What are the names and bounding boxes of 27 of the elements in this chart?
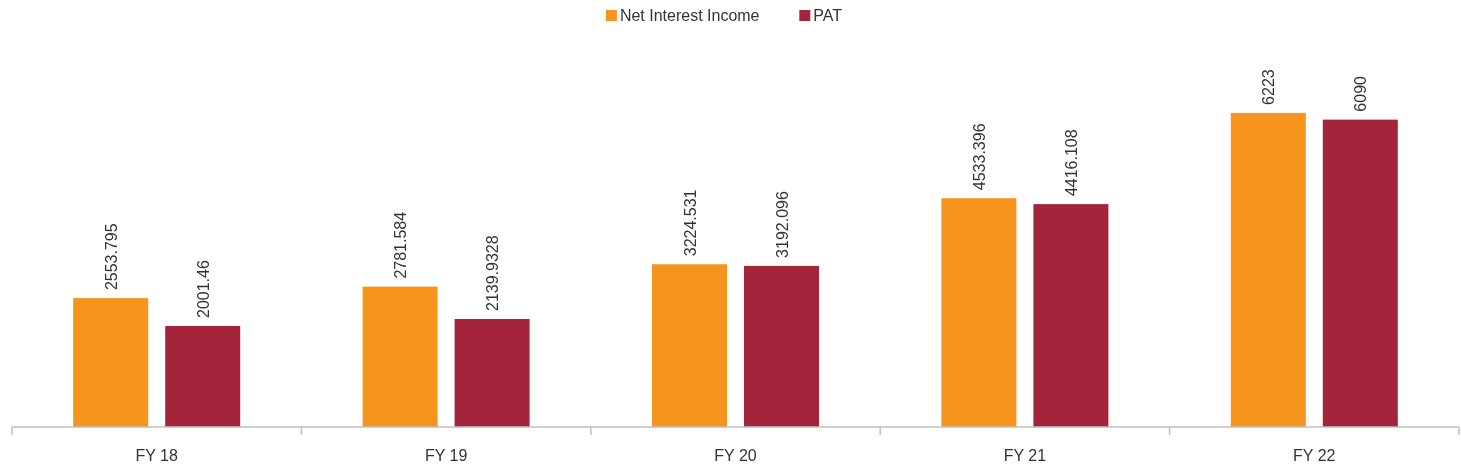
data-label: 2139.9328 [484, 235, 502, 311]
x-tick-label: FY 18 [135, 447, 178, 464]
bar [1230, 112, 1306, 427]
data-label: 2781.584 [392, 211, 410, 279]
data-label: 3224.531 [681, 189, 699, 257]
bar [941, 198, 1017, 427]
data-label: 6223 [1260, 69, 1278, 105]
data-label: 4533.396 [970, 123, 988, 191]
x-tick-label: FY 21 [1003, 447, 1047, 464]
data-label: 4416.108 [1062, 129, 1080, 197]
data-label: 3192.096 [773, 191, 791, 258]
bar [1033, 204, 1109, 427]
x-tick-label: FY 22 [1293, 447, 1336, 464]
legend-label: Net Interest Income [619, 7, 760, 24]
bar [454, 319, 530, 427]
bar [744, 265, 819, 427]
legend-label: PAT [813, 7, 843, 24]
data-label: 6090 [1352, 75, 1370, 112]
bar [73, 298, 149, 427]
data-label: 2001.46 [194, 260, 212, 318]
x-tick-label: FY 19 [424, 447, 468, 464]
bar [362, 286, 438, 427]
bar [165, 325, 241, 427]
bar [652, 264, 727, 427]
data-label: 2553.795 [102, 223, 120, 291]
bar [1322, 119, 1398, 427]
x-tick-label: FY 20 [714, 447, 757, 464]
